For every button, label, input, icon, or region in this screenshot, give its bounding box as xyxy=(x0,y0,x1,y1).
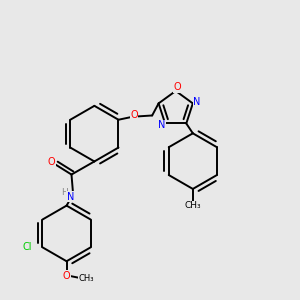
Text: N: N xyxy=(193,97,200,107)
Text: N: N xyxy=(67,192,74,202)
Text: CH₃: CH₃ xyxy=(184,201,201,210)
Text: O: O xyxy=(48,157,55,167)
Text: H: H xyxy=(61,188,68,197)
Text: O: O xyxy=(63,271,70,281)
Text: N: N xyxy=(158,120,166,130)
Text: Cl: Cl xyxy=(22,242,32,252)
Text: CH₃: CH₃ xyxy=(79,274,94,283)
Text: O: O xyxy=(173,82,181,92)
Text: O: O xyxy=(130,110,138,121)
